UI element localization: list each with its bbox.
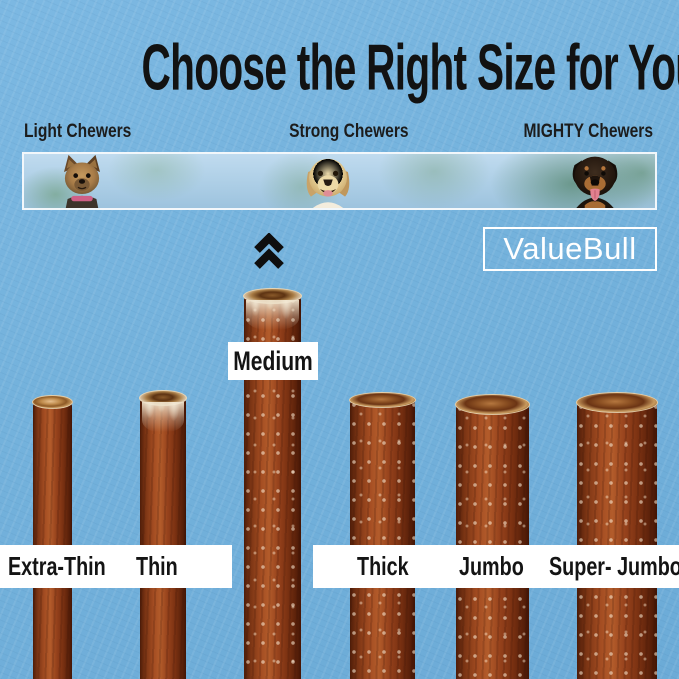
stick-cut-end — [349, 392, 416, 408]
rottweiler-photo-icon — [572, 156, 618, 208]
size-label-bar-right: Thick Jumbo Super- Jumbo — [313, 545, 679, 588]
bully-stick-extra-thin — [32, 395, 73, 679]
thick-label: Thick — [357, 551, 409, 581]
yorkshire-terrier-photo-icon — [64, 154, 100, 208]
mighty-chewers-label: MIGHTY Chewers — [523, 121, 653, 142]
stick-coating — [142, 402, 184, 432]
jumbo-label: Jumbo — [459, 551, 524, 581]
bully-stick-thin — [139, 390, 187, 679]
light-chewers-label: Light Chewers — [24, 121, 132, 142]
size-label-bar-left: Extra-Thin Thin — [0, 545, 232, 588]
stick-coating — [246, 300, 299, 330]
bully-stick-jumbo — [455, 394, 530, 679]
page-title: Choose the Right Size for Your Dog — [141, 31, 679, 104]
bully-stick-super-jumbo — [576, 392, 658, 679]
labrador-retriever-photo-icon — [306, 158, 350, 208]
stick-cut-end — [455, 394, 530, 415]
extra-thin-label: Extra-Thin — [8, 551, 106, 581]
stick-cut-end — [32, 395, 73, 409]
double-chevron-up-icon — [254, 233, 284, 269]
stick-cut-end — [576, 392, 658, 413]
strong-chewers-label: Strong Chewers — [289, 121, 409, 142]
bully-stick-thick — [349, 392, 416, 679]
valuebull-logo: ValueBull — [483, 227, 657, 271]
dog-banner — [22, 152, 657, 210]
super-jumbo-label: Super- Jumbo — [549, 551, 679, 581]
thin-label: Thin — [136, 551, 178, 581]
medium-size-label: Medium — [228, 342, 318, 380]
